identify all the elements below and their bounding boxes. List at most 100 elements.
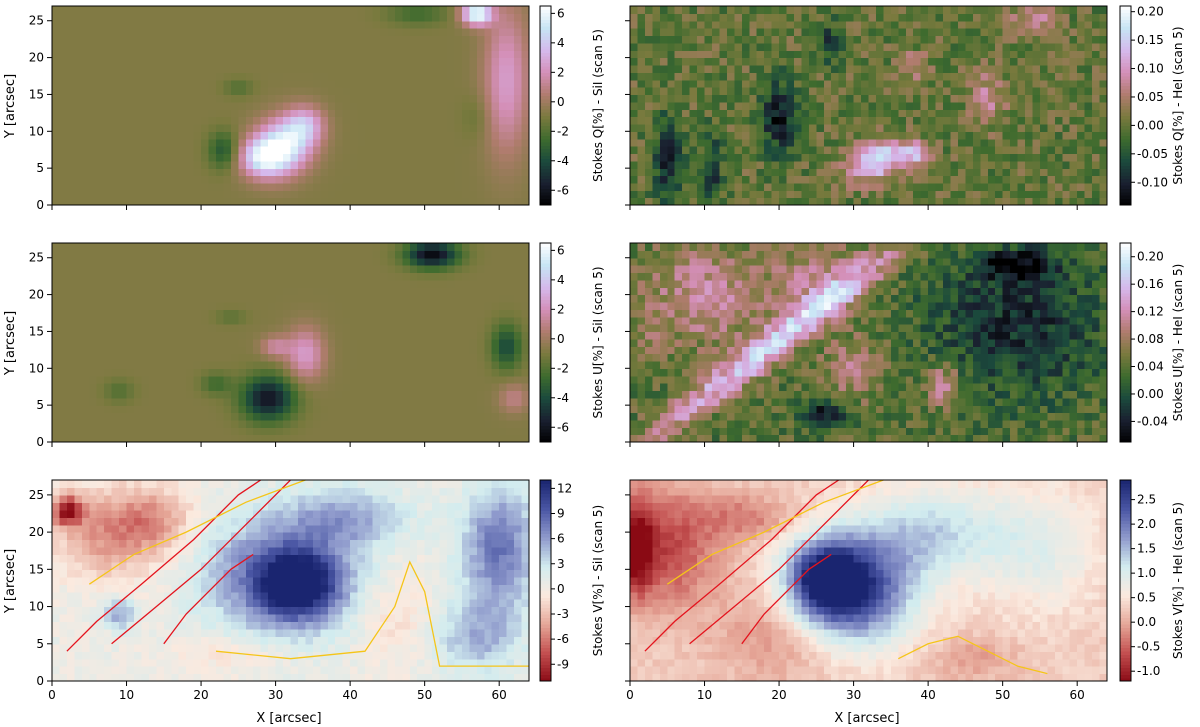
heatmap-cell — [1092, 182, 1101, 191]
heatmap-cell — [111, 383, 120, 392]
heatmap-cell — [697, 6, 706, 14]
heatmap-cell — [689, 50, 698, 59]
heatmap-cell — [846, 116, 855, 125]
heatmap-cell — [957, 101, 966, 110]
heatmap-cell — [327, 360, 336, 369]
heatmap-cell — [215, 116, 225, 125]
heatmap-cell — [74, 434, 83, 443]
heatmap-cell — [823, 123, 832, 132]
heatmap-cell — [499, 79, 508, 88]
heatmap-cell — [987, 131, 996, 140]
heatmap-cell — [521, 375, 530, 384]
heatmap-cell — [514, 353, 523, 362]
heatmap-cell — [461, 72, 470, 81]
heatmap-cell — [223, 35, 232, 44]
heatmap-cell — [394, 109, 403, 118]
heatmap-cell — [943, 175, 952, 184]
heatmap-cell — [163, 175, 172, 184]
heatmap-cell — [74, 72, 83, 81]
heatmap-cell — [357, 35, 366, 44]
heatmap-cell — [81, 131, 90, 140]
heatmap-cell — [630, 190, 639, 199]
heatmap-cell — [898, 168, 907, 177]
heatmap-cell — [928, 64, 937, 73]
heatmap-cell — [659, 153, 668, 162]
heatmap-cell — [365, 35, 374, 44]
heatmap-cell — [297, 331, 306, 340]
heatmap-cell — [66, 123, 75, 132]
heatmap-cell — [424, 50, 433, 59]
heatmap-cell — [808, 116, 817, 125]
heatmap-cell — [387, 309, 396, 318]
heatmap-cell — [52, 309, 61, 318]
heatmap-cell — [652, 101, 661, 110]
heatmap-cell — [756, 20, 765, 29]
heatmap-cell — [972, 94, 981, 103]
heatmap-cell — [920, 13, 929, 22]
heatmap-cell — [1077, 146, 1086, 155]
heatmap-cell — [133, 175, 143, 184]
heatmap-cell — [201, 94, 210, 103]
heatmap-cell — [409, 197, 418, 206]
heatmap-cell — [424, 405, 433, 414]
heatmap-cell — [357, 360, 366, 369]
heatmap-cell — [402, 168, 411, 177]
heatmap-cell — [141, 182, 150, 191]
heatmap-cell — [119, 197, 128, 206]
heatmap-cell — [74, 13, 83, 22]
heatmap-cell — [741, 87, 750, 96]
heatmap-cell — [357, 287, 366, 296]
heatmap-cell — [119, 353, 128, 362]
heatmap-cell — [104, 123, 113, 132]
heatmap-cell — [201, 64, 210, 73]
heatmap-cell — [831, 190, 840, 199]
heatmap-cell — [838, 28, 847, 37]
heatmap-cell — [801, 109, 810, 118]
heatmap-cell — [965, 182, 974, 191]
heatmap-cell — [987, 20, 996, 29]
heatmap-cell — [454, 346, 463, 355]
heatmap-cell — [1032, 101, 1041, 110]
heatmap-cell — [365, 197, 374, 206]
heatmap-cell — [305, 79, 314, 88]
heatmap-cell — [898, 175, 907, 184]
heatmap-cell — [275, 287, 284, 296]
heatmap-cell — [461, 301, 470, 310]
heatmap-cell — [726, 50, 735, 59]
heatmap-cell — [305, 427, 314, 436]
heatmap-cell — [491, 20, 500, 29]
heatmap-cell — [1077, 28, 1086, 37]
heatmap-cell — [674, 182, 683, 191]
heatmap-cell — [875, 175, 884, 184]
heatmap-cell — [208, 412, 217, 421]
heatmap-cell — [853, 13, 862, 22]
heatmap-cell — [141, 390, 150, 399]
heatmap-cell — [741, 131, 750, 140]
heatmap-cell — [305, 123, 314, 132]
heatmap-cell — [764, 20, 773, 29]
heatmap-cell — [66, 412, 75, 421]
heatmap-cell — [238, 146, 247, 155]
heatmap-cell — [514, 109, 523, 118]
heatmap-cell — [1039, 87, 1048, 96]
heatmap-cell — [771, 94, 780, 103]
heatmap-cell — [201, 13, 210, 22]
heatmap-cell — [402, 197, 411, 206]
heatmap-cell — [1032, 116, 1041, 125]
heatmap-cell — [297, 50, 306, 59]
heatmap-cell — [402, 6, 411, 14]
heatmap-cell — [141, 301, 150, 310]
heatmap-cell — [394, 101, 403, 110]
heatmap-cell — [208, 397, 217, 406]
heatmap-cell — [957, 197, 966, 206]
heatmap-cell — [630, 28, 639, 37]
heatmap-cell — [133, 346, 143, 355]
heatmap-cell — [312, 182, 321, 191]
heatmap-cell — [342, 116, 351, 125]
heatmap-cell — [208, 28, 217, 37]
heatmap-cell — [372, 434, 381, 443]
heatmap-cell — [950, 168, 959, 177]
heatmap-cell — [868, 20, 877, 29]
heatmap-cell — [201, 35, 210, 44]
heatmap-cell — [148, 368, 157, 377]
